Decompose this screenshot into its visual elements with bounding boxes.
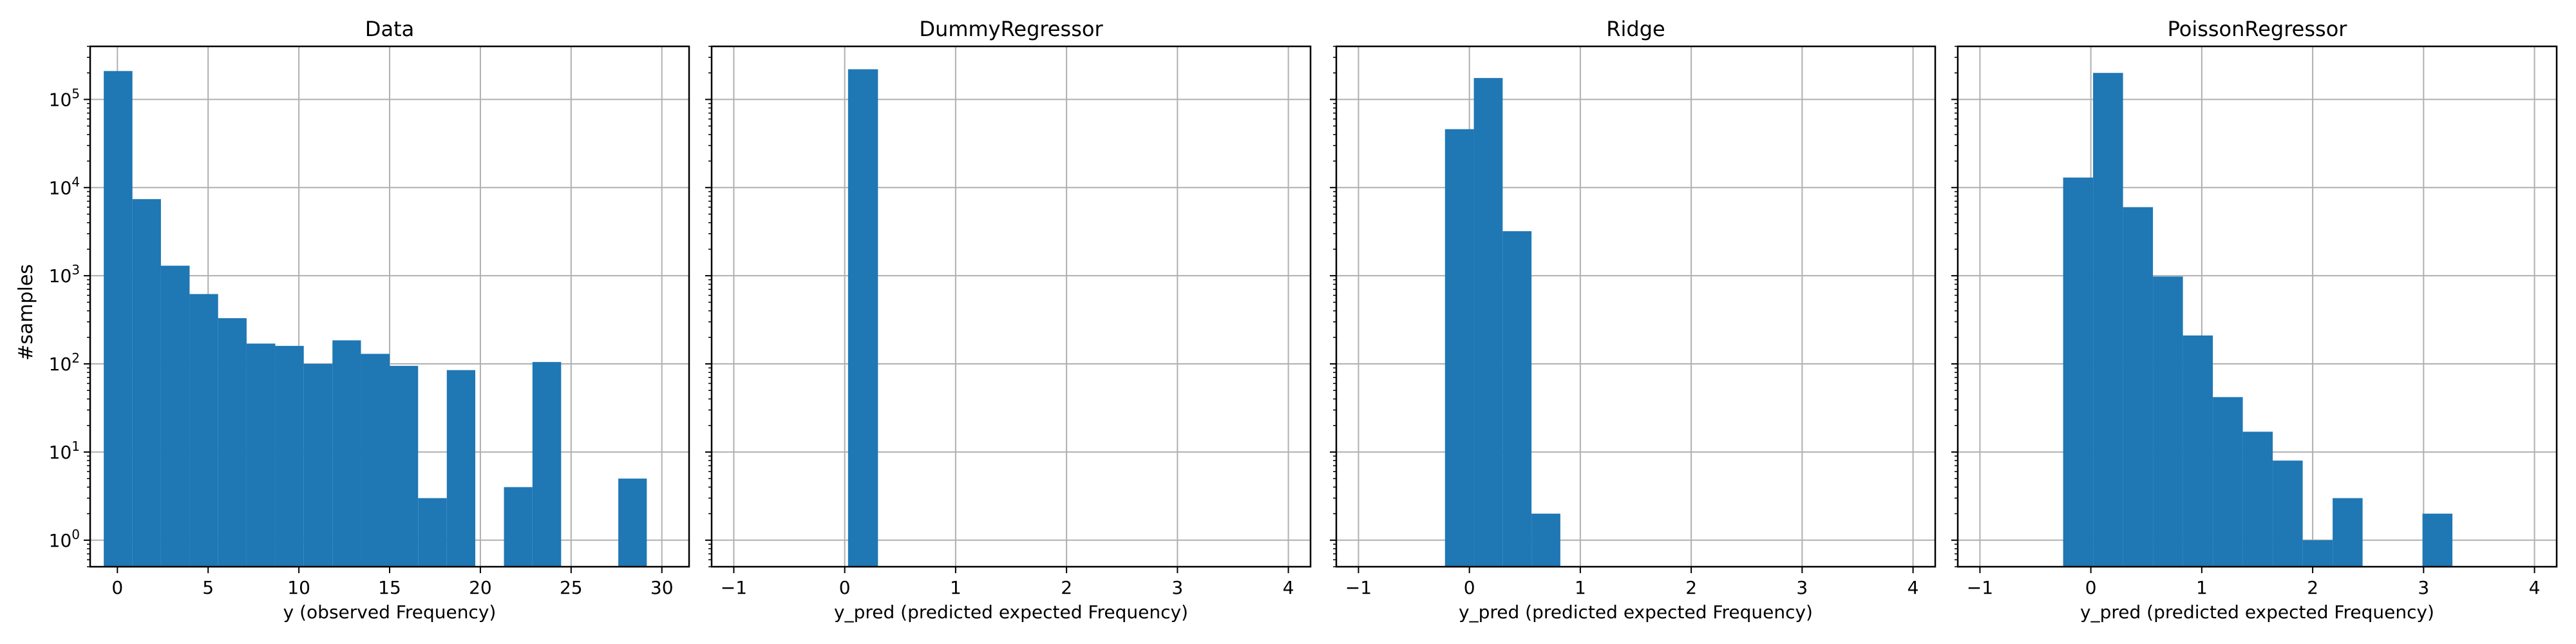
histogram-bar [2302, 540, 2333, 567]
panel-3: −1 0 1 2 3 4 Ridge y_pred (predicted expected F… [1330, 17, 1937, 623]
histogram-bar [218, 318, 247, 567]
histogram-bar [618, 478, 647, 567]
panel-4: −1 0 1 2 3 4 PoissonRegressor y_pred (predicted… [1951, 17, 2558, 623]
histogram-bar [361, 354, 390, 567]
figure-y-axis-label: #samples [15, 264, 37, 361]
histogram-bar [418, 498, 447, 567]
x-tick-label: 3 [2418, 577, 2429, 598]
x-tick-label: 4 [1908, 577, 1919, 598]
y-tick-label: 104 [49, 174, 80, 198]
x-tick-label: −1 [1345, 577, 1372, 598]
histogram-bar [390, 366, 419, 567]
x-tick-label: 2 [2307, 577, 2318, 598]
panel-title: Ridge [1606, 17, 1665, 41]
x-tick-label: −1 [1967, 577, 1993, 598]
x-tick-label: 4 [1283, 577, 1294, 598]
histogram-bar [504, 487, 533, 567]
x-tick-label: 5 [202, 577, 214, 598]
x-tick-label: −1 [721, 577, 747, 598]
x-axis-label: y_pred (predicted expected Frequency) [834, 601, 1188, 623]
x-axis-label: y_pred (predicted expected Frequency) [2080, 601, 2434, 623]
y-tick-label: 100 [49, 527, 80, 551]
x-tick-label: 30 [650, 577, 674, 598]
histogram-bar [1531, 513, 1560, 567]
histogram-bar [2063, 177, 2094, 567]
histogram-bar [848, 69, 878, 567]
histogram-bar [2213, 397, 2243, 567]
histogram-bar [2093, 73, 2123, 567]
y-tick-label: 105 [49, 86, 80, 110]
x-tick-label: 0 [2085, 577, 2097, 598]
x-axis-label: y_pred (predicted expected Frequency) [1459, 601, 1813, 623]
axes-frame [1335, 45, 1937, 568]
panel-title: Data [365, 17, 414, 41]
y-tick-label: 101 [49, 439, 80, 463]
x-tick-label: 2 [1061, 577, 1072, 598]
axes-frame [710, 45, 1312, 568]
histogram-bar [1473, 78, 1503, 567]
x-tick-label: 1 [950, 577, 961, 598]
histogram-bar [246, 343, 276, 567]
axes-frame [1956, 45, 2558, 568]
x-tick-label: 0 [1464, 577, 1475, 598]
x-tick-label: 3 [1171, 577, 1183, 598]
histogram-bar [189, 294, 218, 567]
histogram-bar [275, 346, 304, 567]
x-tick-label: 15 [378, 577, 401, 598]
x-tick-label: 0 [839, 577, 851, 598]
x-tick-label: 10 [287, 577, 310, 598]
histogram-bar [2242, 431, 2273, 567]
y-tick-label: 102 [49, 350, 80, 375]
histogram-bar [1444, 129, 1474, 567]
histogram-bar [2333, 498, 2363, 567]
x-tick-label: 2 [1685, 577, 1697, 598]
x-tick-label: 3 [1796, 577, 1808, 598]
histogram-bar [2422, 513, 2453, 567]
y-tick-label: 103 [49, 262, 80, 287]
panel-title: DummyRegressor [919, 17, 1103, 41]
histogram-bar [132, 199, 161, 567]
panel-2: −1 0 1 2 3 4 DummyRegressor y_pred (predicted e… [705, 17, 1312, 623]
histogram-bar [160, 265, 190, 567]
histogram-bar [532, 362, 562, 567]
panel-1: 0 5 10 15 20 25 30 100 101 102 103 104 105 Data y (obs… [49, 17, 690, 623]
x-tick-label: 1 [2196, 577, 2208, 598]
x-tick-label: 0 [111, 577, 123, 598]
histogram-bar [332, 340, 361, 567]
histogram-bar [2123, 207, 2154, 567]
x-tick-label: 20 [469, 577, 492, 598]
histogram-bar [2273, 460, 2303, 567]
histogram-bar [2183, 335, 2213, 567]
x-tick-label: 25 [560, 577, 583, 598]
x-axis-label: y (observed Frequency) [283, 601, 497, 623]
histogram-bar [1502, 231, 1532, 567]
histogram-bar [104, 71, 133, 567]
x-tick-label: 1 [1575, 577, 1586, 598]
x-tick-label: 4 [2529, 577, 2541, 598]
histogram-bar [2153, 276, 2183, 567]
histogram-bar [446, 370, 476, 567]
panel-title: PoissonRegressor [2168, 17, 2348, 41]
histogram-bar [303, 364, 333, 567]
